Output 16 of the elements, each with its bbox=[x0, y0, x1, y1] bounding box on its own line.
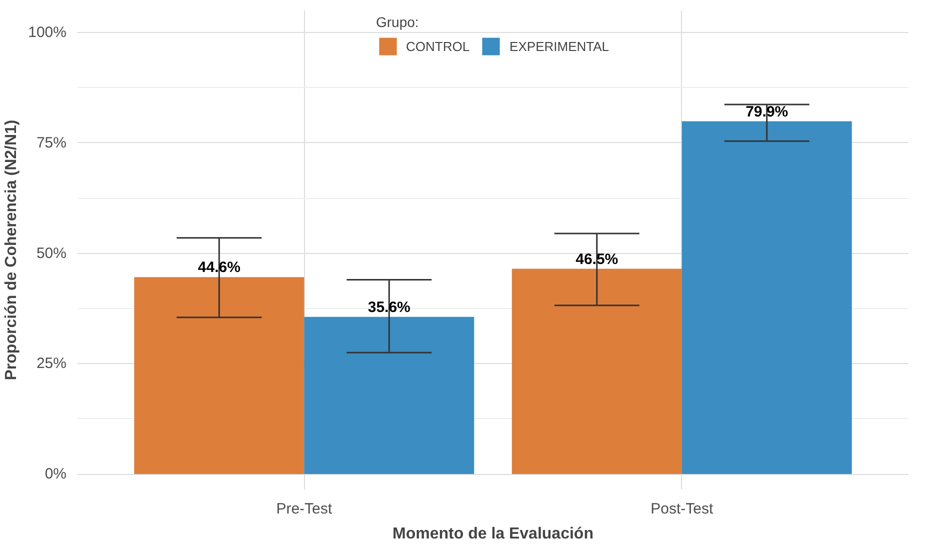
y-tick-label: 25% bbox=[36, 355, 67, 372]
legend-title: Grupo: bbox=[376, 14, 420, 30]
x-axis-title: Momento de la Evaluación bbox=[392, 526, 594, 542]
legend-label: EXPERIMENTAL bbox=[510, 38, 610, 54]
x-tick-label: Post-Test bbox=[650, 500, 714, 518]
x-tick-label: Pre-Test bbox=[276, 500, 333, 518]
y-tick-label: 100% bbox=[28, 24, 67, 42]
bar bbox=[682, 121, 852, 474]
y-axis-title: Proporción de Coherencia (N2/N1) bbox=[3, 120, 20, 380]
bar bbox=[512, 268, 682, 474]
y-tick-label: 50% bbox=[36, 244, 67, 262]
bar bbox=[134, 277, 304, 474]
y-tick-label: 0% bbox=[44, 466, 67, 483]
legend-label: CONTROL bbox=[406, 38, 470, 54]
bar bbox=[304, 316, 474, 474]
y-tick-label: 75% bbox=[36, 134, 67, 152]
